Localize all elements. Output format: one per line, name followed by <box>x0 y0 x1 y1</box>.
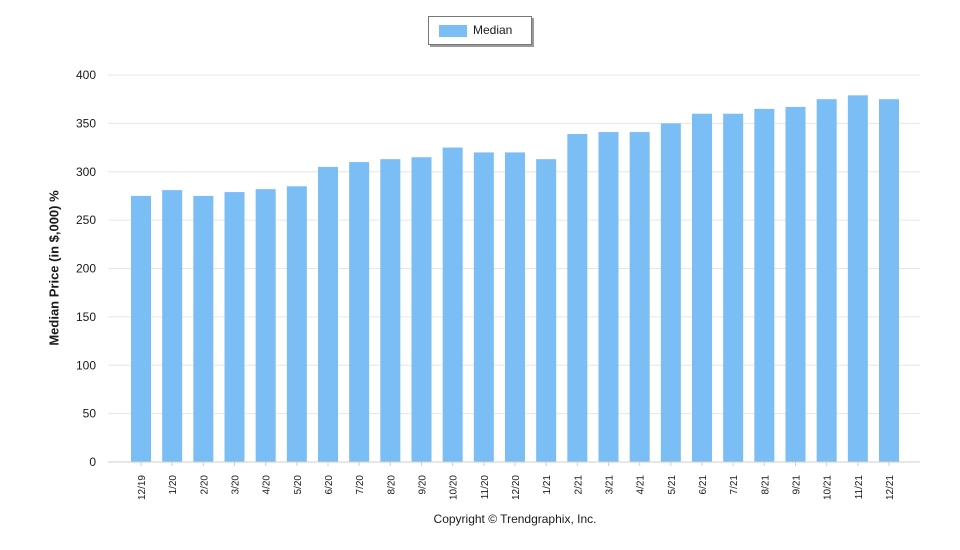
bars <box>131 95 899 463</box>
x-tick-label: 1/21 <box>542 475 553 495</box>
x-tick-label: 3/20 <box>231 475 242 495</box>
y-tick-label: 400 <box>76 68 96 82</box>
y-axis-label: Median Price (in $,000) % <box>46 190 62 346</box>
y-tick-label: 50 <box>83 407 97 421</box>
bar <box>380 159 401 463</box>
y-tick-label: 100 <box>76 358 96 372</box>
y-tick-label: 300 <box>76 165 96 179</box>
x-tick-label: 6/21 <box>698 475 709 495</box>
bar <box>660 123 681 462</box>
x-tick-label: 2/20 <box>199 475 210 495</box>
x-tick-label: 7/20 <box>355 475 366 495</box>
bar <box>442 147 463 462</box>
legend: Median <box>428 16 532 45</box>
x-tick-label: 1/20 <box>168 475 179 495</box>
x-tick-label: 12/20 <box>511 475 522 500</box>
x-tick-label: 11/20 <box>480 475 491 500</box>
bar <box>536 159 557 463</box>
bar <box>131 195 151 462</box>
x-tick-label: 6/20 <box>324 475 335 495</box>
bar <box>505 152 525 462</box>
bar <box>816 99 837 462</box>
bar <box>567 134 588 462</box>
bar <box>785 106 806 463</box>
x-tick-label: 10/21 <box>823 475 834 500</box>
x-tick-label: 11/21 <box>854 475 865 500</box>
x-tick-label: 8/21 <box>760 475 771 495</box>
copyright: Copyright © Trendgraphix, Inc. <box>433 512 597 526</box>
bar <box>193 195 214 462</box>
bar <box>473 152 494 462</box>
bar <box>879 99 899 462</box>
x-tick-label: 3/21 <box>605 475 616 495</box>
x-tick-label: 2/21 <box>573 475 584 495</box>
x-tick-label: 9/20 <box>418 475 429 495</box>
bar <box>629 132 650 462</box>
x-tick-label: 10/20 <box>449 475 460 500</box>
x-tick-label: 5/21 <box>667 475 678 495</box>
x-axis-ticks: 12/19 1/20 2/20 3/20 4/20 5/20 6/20 7/20 8/20 9/2… <box>137 462 896 500</box>
bar <box>847 95 868 462</box>
bar <box>349 162 370 462</box>
x-tick-label: 12/19 <box>137 475 148 500</box>
y-tick-label: 350 <box>76 116 96 130</box>
bar <box>692 113 712 462</box>
x-tick-label: 9/21 <box>792 475 803 495</box>
x-tick-label: 12/21 <box>885 475 896 500</box>
bar <box>598 132 619 462</box>
x-tick-label: 7/21 <box>729 475 740 495</box>
x-tick-label: 4/20 <box>262 475 273 495</box>
y-tick-label: 150 <box>76 310 96 324</box>
bar <box>723 113 744 462</box>
bar <box>224 192 245 462</box>
x-tick-label: 8/20 <box>386 475 397 495</box>
bar <box>318 166 338 462</box>
bar <box>754 108 775 463</box>
y-tick-label: 0 <box>89 455 96 469</box>
legend-label: Median <box>473 23 513 37</box>
x-tick-label: 4/21 <box>636 475 647 495</box>
bar <box>411 157 432 463</box>
legend-swatch <box>439 25 467 37</box>
y-tick-label: 250 <box>76 213 96 227</box>
bar <box>286 186 307 462</box>
x-tick-label: 5/20 <box>293 475 304 495</box>
y-axis-ticks: 0 50 100 150 200 250 300 350 400 <box>76 68 96 469</box>
y-tick-label: 200 <box>76 262 96 276</box>
bar <box>255 189 276 463</box>
bar <box>162 190 183 462</box>
